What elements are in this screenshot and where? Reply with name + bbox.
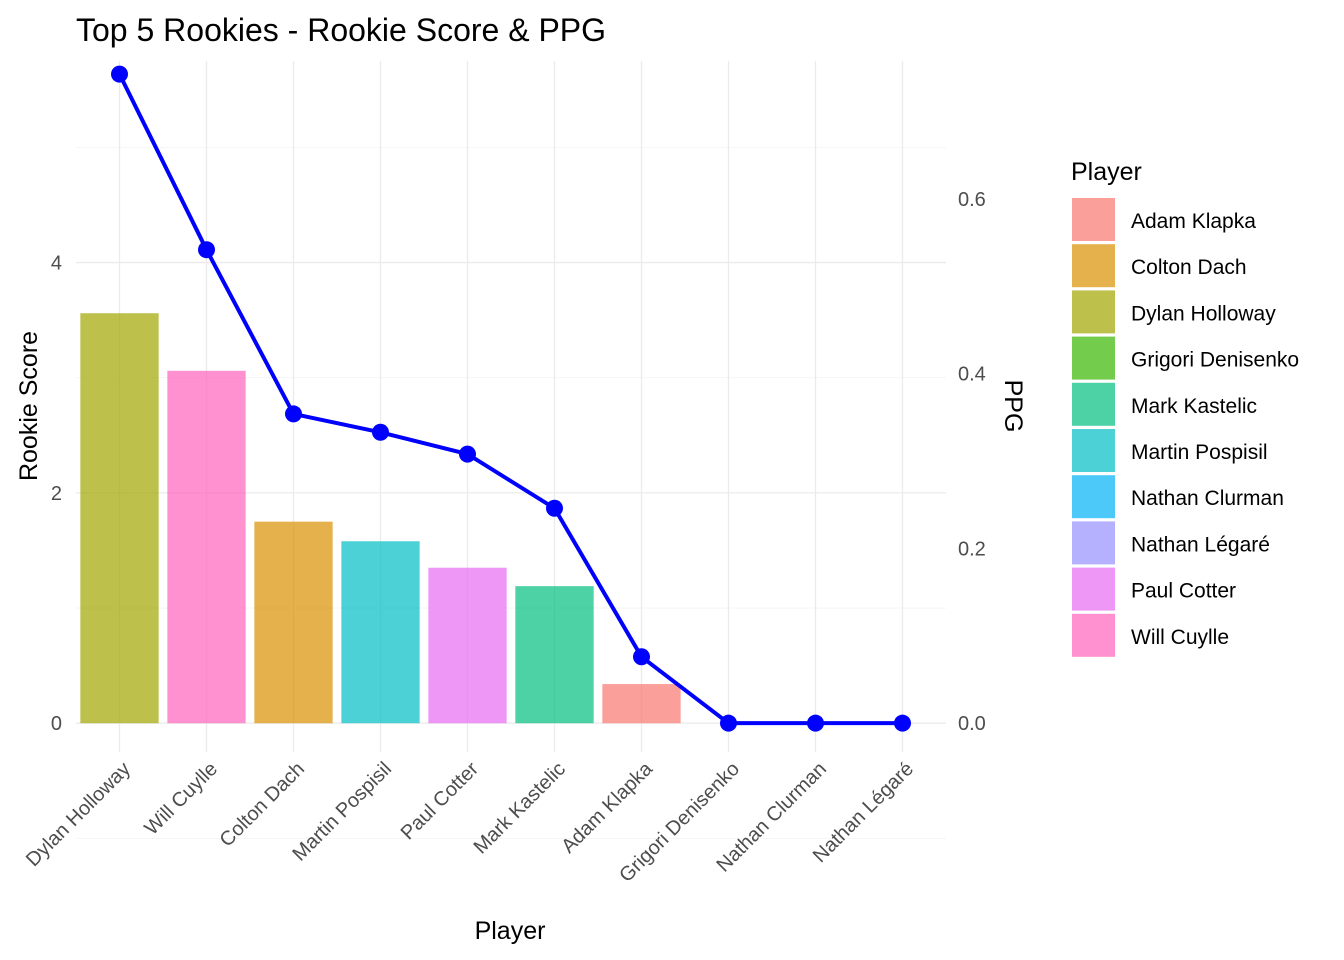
- y-tick-label: 2: [51, 483, 62, 505]
- data-point: [546, 499, 563, 517]
- x-tick-label: Mark Kastelic: [470, 758, 570, 858]
- legend-swatch: [1072, 475, 1115, 519]
- y2-tick-label: 0.2: [958, 538, 986, 560]
- bar: [515, 586, 594, 724]
- ppg-line: [111, 65, 911, 732]
- legend-label: Martin Pospisil: [1131, 441, 1268, 464]
- y-axis-title: Rookie Score: [15, 331, 43, 481]
- x-tick-label: Paul Cotter: [397, 758, 484, 845]
- y2-tick-label: 0.0: [958, 713, 986, 735]
- legend-swatch: [1072, 382, 1115, 426]
- data-point: [111, 65, 128, 83]
- y2-tick-label: 0.4: [958, 364, 986, 386]
- y2-tick-label: 0.6: [958, 189, 986, 211]
- legend-swatch: [1072, 290, 1115, 334]
- x-tick-label: Dylan Holloway: [22, 758, 135, 871]
- y-axis-right: 0.0 0.2 0.4 0.6: [958, 189, 986, 735]
- data-point: [894, 714, 911, 732]
- legend-swatch: [1072, 567, 1115, 611]
- bar: [602, 684, 681, 724]
- x-axis-title: Player: [475, 917, 546, 945]
- legend-label: Colton Dach: [1131, 256, 1247, 279]
- y-tick-label: 0: [51, 713, 62, 735]
- legend-swatch: [1072, 429, 1115, 472]
- legend-label: Adam Klapka: [1131, 210, 1256, 233]
- legend-label: Nathan Clurman: [1131, 487, 1284, 510]
- data-point: [198, 241, 215, 259]
- bar: [254, 521, 333, 724]
- legend-label: Nathan Légaré: [1131, 533, 1270, 556]
- legend-swatch: [1072, 613, 1115, 657]
- legend-title: Player: [1071, 158, 1142, 186]
- bar: [80, 313, 159, 724]
- data-point: [633, 648, 650, 666]
- data-point: [807, 714, 824, 732]
- legend-label: Dylan Holloway: [1131, 302, 1276, 325]
- legend-swatch: [1072, 521, 1115, 565]
- bar: [341, 541, 420, 724]
- legend-swatch: [1072, 336, 1115, 380]
- y-tick-label: 4: [51, 253, 62, 275]
- legend-swatch: [1072, 244, 1115, 288]
- chart-title: Top 5 Rookies - Rookie Score & PPG: [76, 12, 606, 48]
- bar: [428, 567, 507, 724]
- legend-label: Will Cuylle: [1131, 626, 1229, 649]
- bar: [167, 370, 246, 724]
- legend-label: Paul Cotter: [1131, 580, 1236, 603]
- legend: Player Adam Klapka Colton Dach Dylan Hollo…: [1071, 158, 1299, 657]
- x-tick-label: Colton Dach: [216, 758, 309, 851]
- data-point: [285, 405, 302, 423]
- data-point: [459, 445, 476, 463]
- legend-swatch: [1072, 198, 1115, 241]
- series-line: [117, 73, 903, 726]
- y-axis-left: 0 2 4: [51, 253, 62, 736]
- data-point: [720, 714, 737, 732]
- y2-axis-title: PPG: [999, 380, 1027, 433]
- x-tick-label: Will Cuylle: [140, 758, 222, 840]
- legend-label: Grigori Denisenko: [1131, 349, 1299, 372]
- legend-label: Mark Kastelic: [1131, 395, 1257, 418]
- bars: [80, 313, 681, 724]
- data-point: [372, 423, 389, 441]
